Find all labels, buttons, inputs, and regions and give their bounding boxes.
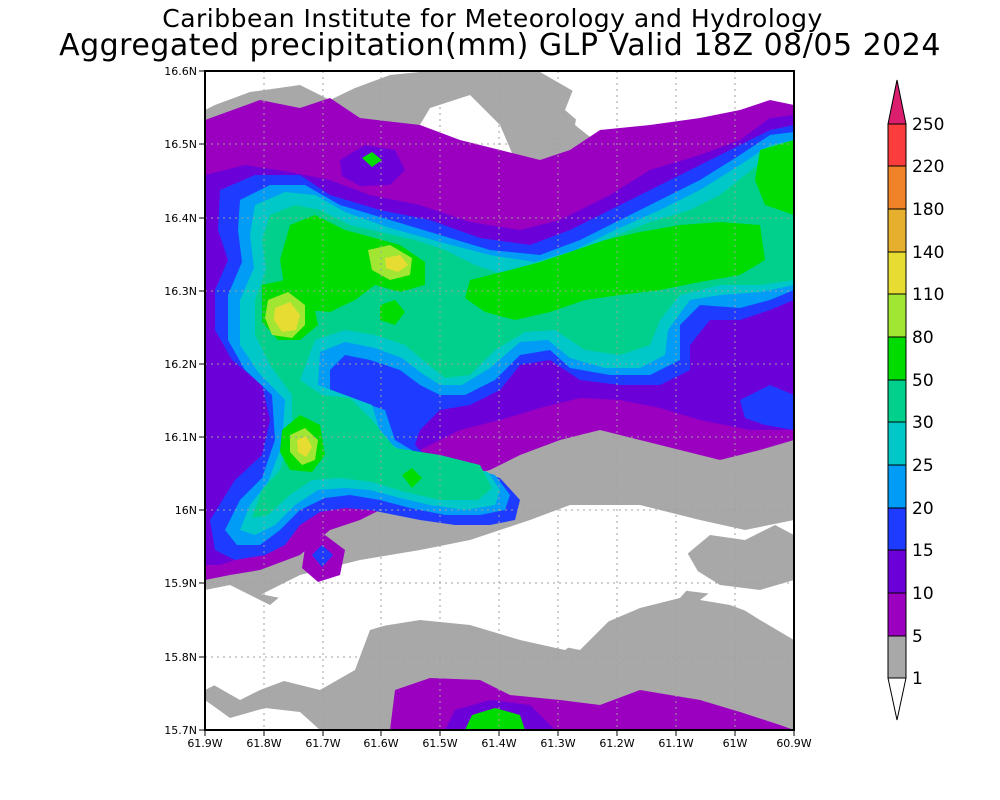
colorbar-label: 50 [912,371,934,391]
green50-mid [380,300,405,325]
dry-south-west [205,515,700,690]
y-tick-label: 16.4N [164,212,197,225]
x-tick-label: 61.4W [481,737,516,750]
y-tick-label: 16.1N [164,431,197,444]
colorbar-label: 180 [912,200,944,220]
y-tick-label: 16N [175,504,197,517]
field-15-20mm-spot [312,545,333,567]
colorbar-swatch-15-20 [887,507,907,551]
green50-east [755,140,794,215]
green50-top [362,152,382,167]
colorbar-label: 220 [912,157,944,177]
colorbar-swatch-180-220 [887,165,907,210]
colorbar-label: 20 [912,499,934,519]
y-tick-label: 16.6N [164,65,197,78]
colorbar-label: 25 [912,456,934,476]
colorbar-swatch-50-80 [887,336,907,381]
green50-bottom [465,708,525,730]
colorbar-label: 30 [912,413,934,433]
dry-bottom-left [205,700,320,730]
y-tick-label: 16.3N [164,285,197,298]
x-tick-label: 61.3W [540,737,575,750]
x-tick-label: 61.8W [246,737,281,750]
x-tick-label: 61.7W [305,737,340,750]
x-tick-label: 61.9W [187,737,222,750]
y-tick-label: 16.5N [164,138,197,151]
x-axis-labels: 61.9W 61.8W 61.7W 61.6W 61.5W 61.4W 61.3… [187,737,811,750]
colorbar-lower-triangle [887,677,907,721]
axis-ticks [199,70,795,736]
colorbar-label: 15 [912,541,934,561]
colorbar-label: 110 [912,285,944,305]
title-product: Aggregated precipitation(mm) GLP Valid 1… [59,28,941,63]
green50-northwest [280,215,425,312]
colorbar-swatch-25-30 [887,421,907,466]
x-tick-label: 61.6W [363,737,398,750]
y-tick-label: 15.8N [164,651,197,664]
colorbar-swatch-20-25 [887,464,907,509]
map-grid [205,71,794,730]
yellow-south-core [297,436,312,457]
colorbar-label: 80 [912,328,934,348]
field-15-20mm-east [740,385,794,430]
colorbar-label: 1 [912,669,923,689]
yellow-west-core [274,302,300,332]
colorbar-swatch-140-180 [887,208,907,253]
x-tick-label: 61.2W [599,737,634,750]
gray-right-lobe [680,525,794,590]
colorbar-label: 10 [912,584,934,604]
x-tick-label: 61.5W [422,737,457,750]
green50-south [402,468,422,488]
colorbar-swatch-10-15 [887,549,907,594]
colorbar-label: 250 [912,115,944,135]
colorbar-label: 140 [912,243,944,263]
y-tick-label: 16.2N [164,358,197,371]
colorbar-upper-triangle [887,79,907,125]
y-tick-label: 15.7N [164,724,197,737]
green50-central [465,222,765,320]
dry-south-east [700,585,794,625]
title-institute: Caribbean Institute for Meteorology and … [162,4,823,33]
precipitation-field [205,71,794,730]
x-tick-label: 61W [723,737,748,750]
x-tick-label: 61.1W [658,737,693,750]
colorbar-swatch-220-250 [887,123,907,167]
colorbar-swatch-5-10 [887,592,907,637]
y-tick-label: 15.9N [164,577,197,590]
field-110-140mm [274,255,408,457]
field-50-80mm [262,140,794,730]
x-tick-label: 60.9W [776,737,811,750]
colorbar-swatch-1-5 [887,635,907,679]
colorbar [887,79,907,721]
colorbar-swatch-30-50 [887,379,907,423]
y-axis-labels: 15.7N 15.8N 15.9N 16N 16.1N 16.2N 16.3N … [164,65,197,737]
colorbar-swatch-110-140 [887,251,907,295]
colorbar-labels: 1 5 10 15 20 25 30 50 80 110 140 180 220… [912,115,944,689]
colorbar-label: 5 [912,627,923,647]
colorbar-swatch-80-110 [887,293,907,338]
yellow-north-core [385,255,408,272]
